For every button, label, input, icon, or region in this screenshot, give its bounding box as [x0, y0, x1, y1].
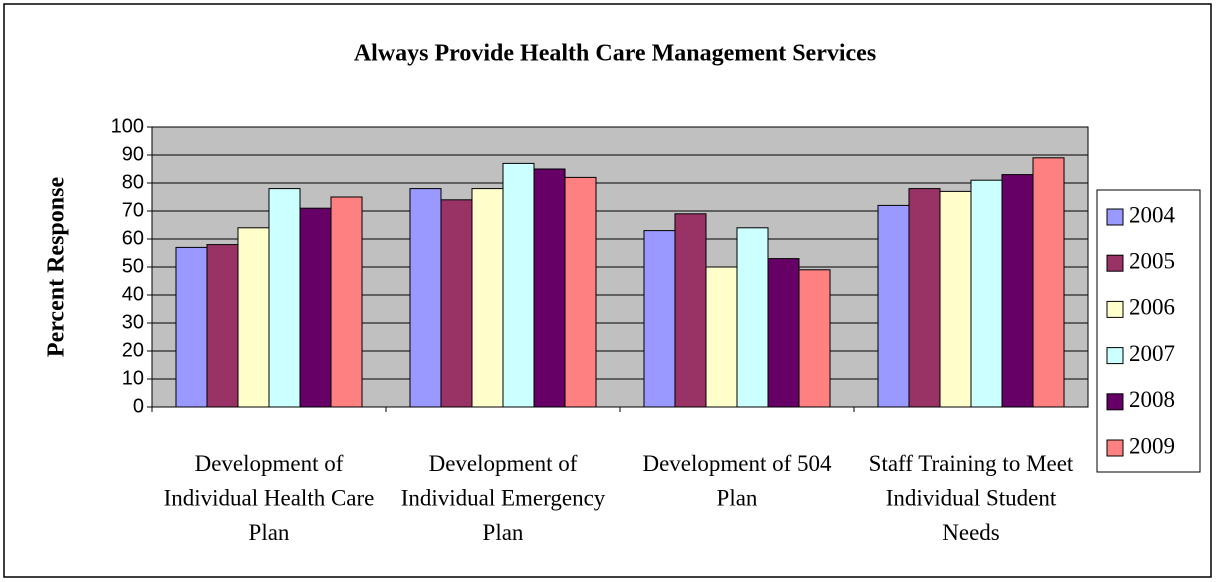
y-tick-label: 80	[122, 171, 144, 193]
bar	[908, 188, 941, 408]
bar	[440, 199, 473, 408]
y-tick-label: 0	[133, 395, 144, 417]
x-tick-label: Staff Training to Meet Individual Student…	[869, 451, 1074, 545]
bar	[206, 244, 239, 408]
bar	[767, 258, 800, 408]
y-tick-label: 40	[122, 283, 144, 305]
legend-swatch	[1106, 254, 1124, 272]
legend-label: 2004	[1129, 202, 1176, 227]
x-tick-label: Development of 504 Plan	[642, 451, 832, 511]
y-tick-label: 20	[122, 339, 144, 361]
legend-swatch	[1106, 347, 1124, 365]
legend-label: 2009	[1129, 433, 1175, 458]
bar	[970, 179, 1003, 408]
x-tick-label: Development of Individual Emergency Plan	[401, 451, 606, 545]
y-tick-label: 50	[122, 255, 144, 277]
bar	[877, 204, 910, 408]
legend-swatch	[1106, 300, 1124, 318]
legend-swatch	[1106, 393, 1124, 411]
chart-title: Always Provide Health Care Management Se…	[354, 41, 876, 67]
legend-label: 2006	[1129, 295, 1175, 320]
y-tick-label: 60	[122, 227, 144, 249]
y-tick-label: 10	[122, 367, 144, 389]
y-tick-label: 30	[122, 311, 144, 333]
legend-swatch	[1106, 439, 1124, 457]
bar	[268, 188, 301, 408]
bar	[330, 196, 363, 408]
bar	[564, 176, 597, 408]
bar	[1032, 157, 1065, 408]
bar	[643, 230, 676, 408]
legend-swatch	[1106, 208, 1124, 226]
y-tick-label: 100	[111, 115, 144, 137]
bar	[502, 162, 535, 408]
bar	[939, 190, 972, 408]
legend-label: 2005	[1129, 248, 1175, 273]
x-tick-label: Development of Individual Health Care Plan	[164, 451, 375, 545]
bar	[674, 213, 707, 408]
bar	[175, 246, 208, 408]
bar	[1001, 174, 1034, 408]
legend-label: 2008	[1129, 387, 1175, 412]
bar	[237, 227, 270, 408]
bar	[409, 188, 442, 408]
bar	[705, 266, 738, 408]
legend-box	[1096, 189, 1201, 473]
y-axis-label: Percent Response	[44, 177, 70, 358]
bar	[299, 207, 332, 408]
bar	[736, 227, 769, 408]
bar	[471, 188, 504, 408]
bar	[798, 269, 831, 408]
legend-label: 2007	[1129, 341, 1175, 366]
y-tick-label: 90	[122, 143, 144, 165]
y-tick-label: 70	[122, 199, 144, 221]
bar	[533, 168, 566, 408]
